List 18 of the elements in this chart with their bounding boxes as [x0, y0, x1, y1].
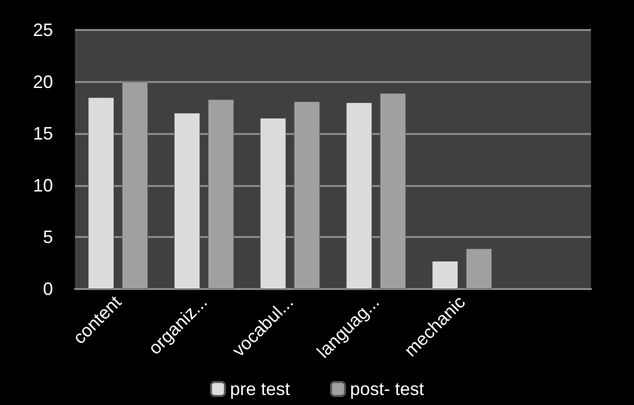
bar [88, 97, 114, 289]
y-tick-label: 20 [32, 72, 53, 92]
y-tick-label: 10 [32, 175, 53, 196]
bar [208, 99, 234, 289]
legend-label: pre test [230, 379, 290, 399]
bar [432, 261, 458, 289]
y-tick-label: 25 [32, 20, 53, 40]
legend-label: post- test [350, 379, 424, 399]
bar [260, 118, 286, 289]
y-tick-label: 5 [42, 227, 53, 248]
y-tick-label: 15 [32, 124, 53, 144]
bar [346, 102, 372, 289]
bar [294, 101, 320, 289]
bar [466, 248, 492, 289]
bar [380, 93, 406, 289]
bar [174, 112, 200, 289]
bar [122, 82, 148, 289]
y-tick-label: 0 [42, 279, 53, 299]
